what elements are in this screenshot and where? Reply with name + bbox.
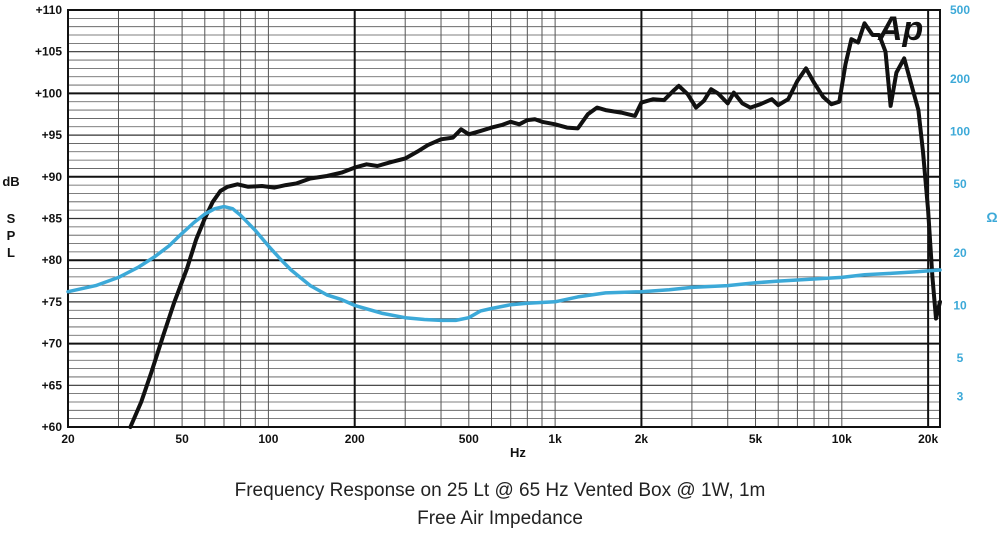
x-tick-label: 1k	[548, 432, 562, 446]
y-tick-labels: +60 +65 +70 +75 +80 +85 +90 +95 +100 +105 +110	[35, 3, 62, 434]
y2-tick-label: 20	[953, 246, 967, 260]
y2-tick-label: 3	[957, 389, 964, 403]
y-tick-label: +100	[35, 86, 62, 100]
y-tick-label: +80	[42, 253, 63, 267]
y2-axis-label: Ω	[986, 209, 997, 225]
y-tick-label: +95	[42, 128, 63, 142]
y-tick-label: +60	[42, 420, 63, 434]
y2-tick-label: 5	[957, 351, 964, 365]
x-tick-label: 20	[61, 432, 75, 446]
x-tick-label: 20k	[918, 432, 938, 446]
chart-title: Frequency Response on 25 Lt @ 65 Hz Vent…	[234, 480, 766, 501]
y2-tick-label: 500	[950, 3, 970, 17]
x-tick-label: 100	[258, 432, 278, 446]
x-tick-label: 500	[459, 432, 479, 446]
ap-logo: Ap	[877, 10, 923, 48]
y2-tick-labels: 3 5 10 20 50 100 200 500	[950, 3, 970, 403]
x-tick-label: 2k	[635, 432, 649, 446]
y-tick-label: +110	[36, 3, 63, 17]
y-tick-label: +65	[42, 378, 63, 392]
y-tick-label: +85	[42, 212, 63, 226]
y-tick-label: +75	[42, 295, 63, 309]
y-tick-label: +105	[35, 45, 62, 59]
series-line-spl	[128, 21, 942, 429]
y-tick-label: +90	[42, 170, 63, 184]
minor-grid	[68, 10, 940, 427]
y2-tick-label: 50	[953, 177, 967, 191]
y2-tick-label: 100	[950, 125, 970, 139]
plot-frame	[67, 9, 941, 428]
y-tick-label: +70	[42, 337, 63, 351]
x-tick-label: 10k	[832, 432, 852, 446]
series-line-impedance	[66, 204, 942, 323]
y2-tick-label: 10	[953, 298, 967, 312]
x-tick-labels: 20 50 100 200 500 1k 2k 5k 10k 20k	[61, 432, 938, 446]
x-tick-label: 200	[345, 432, 365, 446]
y-axis-label-db: dB	[2, 174, 19, 189]
series-layer	[66, 21, 942, 429]
x-axis-label: Hz	[510, 445, 526, 460]
y2-tick-label: 200	[950, 72, 970, 86]
x-tick-label: 5k	[749, 432, 763, 446]
x-tick-label: 50	[175, 432, 189, 446]
chart-subtitle: Free Air Impedance	[417, 508, 583, 529]
